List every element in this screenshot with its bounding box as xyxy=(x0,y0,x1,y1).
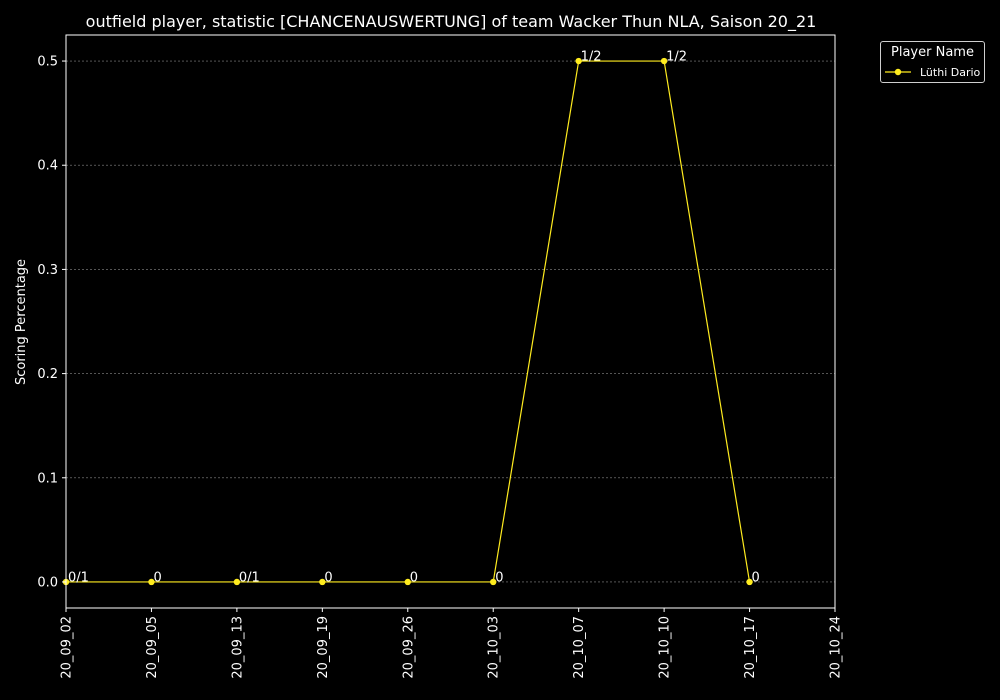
legend-line-marker-icon xyxy=(885,68,911,76)
x-tick-label: 20_10_03 xyxy=(487,616,502,679)
x-tick-label: 20_09_02 xyxy=(60,616,75,679)
series-line xyxy=(66,60,751,583)
data-point xyxy=(575,57,582,65)
data-point xyxy=(660,57,668,65)
data-label: 0 xyxy=(153,570,161,585)
x-tick-label: 20_10_07 xyxy=(572,616,587,679)
plot-frame xyxy=(65,34,836,609)
data-point xyxy=(746,578,753,586)
y-tick-label: 0.0 xyxy=(37,575,58,590)
legend-item: Lüthi Dario xyxy=(883,65,983,79)
y-axis-label: Scoring Percentage xyxy=(14,259,29,385)
data-label: 1/2 xyxy=(581,50,602,65)
x-tick-label: 20_10_24 xyxy=(829,616,844,679)
y-tick-label: 0.4 xyxy=(37,159,58,174)
axes-layer: 0.0 0.1 0.2 0.3 0.4 0.5 20_09_02 20_09_05 20_09_… xyxy=(37,34,844,679)
x-tick-label: 20_10_10 xyxy=(658,616,673,679)
x-tick-label: 20_09_13 xyxy=(230,616,245,679)
data-point xyxy=(490,578,497,586)
data-point xyxy=(148,578,155,586)
chart-title: outfield player, statistic [CHANCENAUSWE… xyxy=(86,12,817,32)
data-point xyxy=(319,578,326,586)
data-label: 0 xyxy=(324,570,332,585)
legend-title: Player Name xyxy=(891,45,974,60)
y-tick-label: 0.2 xyxy=(37,367,58,382)
data-label: 0 xyxy=(410,570,418,585)
x-tick-label: 20_09_05 xyxy=(145,616,160,679)
data-point xyxy=(233,578,241,586)
x-tick-label: 20_09_19 xyxy=(316,616,331,679)
data-label: 0 xyxy=(752,570,760,585)
data-label: 0/1 xyxy=(239,570,260,585)
y-tick-label: 0.1 xyxy=(37,471,58,486)
x-tick-label: 20_10_17 xyxy=(743,616,758,679)
data-point xyxy=(404,578,411,586)
y-tick-label: 0.5 xyxy=(37,55,58,70)
y-tick-label: 0.3 xyxy=(37,263,58,278)
series-layer: 0/1 0 0/1 0 0 0 1/2 1/2 0 xyxy=(62,50,760,586)
data-label: 1/2 xyxy=(666,50,687,65)
data-label: 0 xyxy=(495,570,503,585)
legend: Player Name Lüthi Dario xyxy=(880,41,985,83)
x-tick-label: 20_09_26 xyxy=(401,616,416,679)
legend-item-label: Lüthi Dario xyxy=(920,66,981,79)
grid-layer xyxy=(66,60,835,583)
data-label: 0/1 xyxy=(68,570,89,585)
